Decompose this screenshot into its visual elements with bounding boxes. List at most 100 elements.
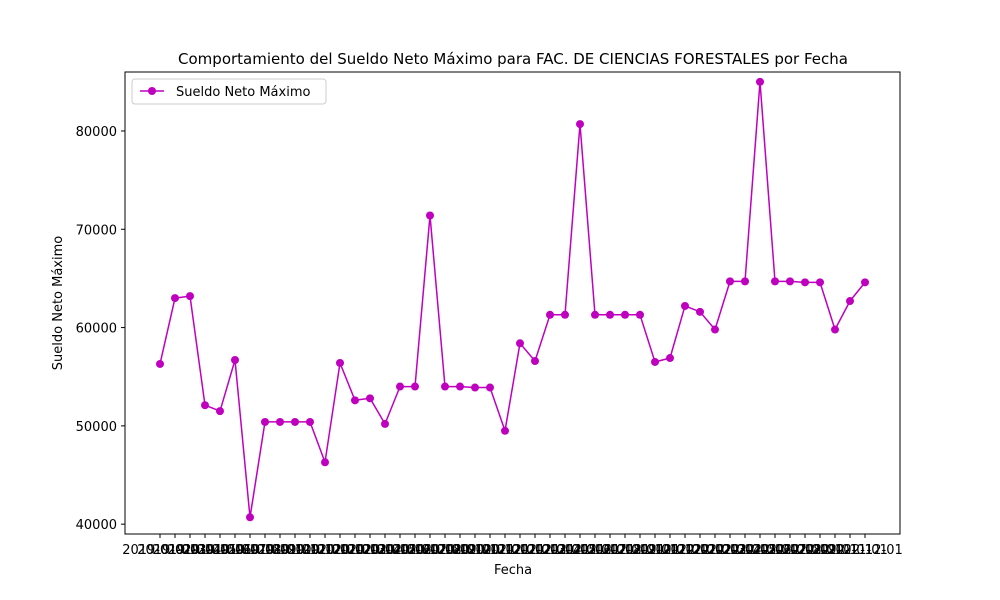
x-tick-label: 2020-11-01 (452, 543, 528, 558)
x-tick-label: 2019-11-01 (272, 543, 348, 558)
x-tick-label: 2022-03-01 (692, 543, 768, 558)
x-tick-label: 2019-04-01 (167, 543, 243, 558)
x-tick-label: 2022-04-01 (707, 543, 783, 558)
x-tick-label: 2021-02-01 (497, 543, 573, 558)
x-tick-label: 2022-06-01 (737, 543, 813, 558)
data-point (291, 417, 299, 426)
data-point (606, 310, 614, 319)
data-point (246, 513, 254, 522)
data-point (621, 310, 629, 319)
x-tick-label: 2019-12-01 (287, 543, 363, 558)
legend-box (131, 78, 327, 105)
y-tick-label: 40000 (76, 518, 117, 533)
data-point (816, 278, 824, 287)
data-point (276, 417, 284, 426)
x-tick-label: 2019-10-01 (257, 543, 333, 558)
data-point (666, 354, 674, 363)
data-point (306, 417, 314, 426)
data-point (171, 294, 179, 303)
data-point (651, 357, 659, 366)
data-point (381, 419, 389, 428)
x-tick-label: 2020-01-01 (302, 543, 378, 558)
data-point (336, 358, 344, 367)
x-tick-label: 2021-01-01 (482, 543, 558, 558)
data-point (786, 277, 794, 286)
x-tick-label: 2019-08-01 (227, 543, 303, 558)
data-point (411, 382, 419, 391)
x-tick-label: 2019-01-01 (122, 543, 198, 558)
x-tick-label: 2021-09-01 (602, 543, 678, 558)
x-tick-label: 2022-11-01 (812, 543, 888, 558)
data-point (396, 382, 404, 391)
x-tick-label: 2020-02-01 (317, 543, 393, 558)
x-tick-label: 2021-06-01 (557, 543, 633, 558)
legend-marker-sample (148, 87, 156, 95)
x-tick-label: 2020-07-01 (392, 543, 468, 558)
data-point (351, 396, 359, 405)
x-tick-label: 2021-07-01 (572, 543, 648, 558)
x-tick-label: 2021-12-01 (647, 543, 723, 558)
x-tick-label: 2022-05-01 (722, 543, 798, 558)
data-point (216, 407, 224, 416)
x-tick-label: 2021-03-01 (512, 543, 588, 558)
data-point (366, 394, 374, 403)
data-point (711, 325, 719, 334)
data-point (801, 278, 809, 287)
x-tick-label: 2021-08-01 (587, 543, 663, 558)
data-point (636, 310, 644, 319)
y-tick-label: 80000 (76, 125, 117, 140)
data-point (696, 307, 704, 316)
x-axis-label: Fecha (494, 563, 532, 578)
data-point (531, 356, 539, 365)
data-point (576, 120, 584, 129)
data-point (261, 417, 269, 426)
x-tick-label: 2022-12-01 (827, 543, 903, 558)
data-point (231, 356, 239, 365)
x-tick-label: 2019-07-01 (212, 543, 288, 558)
y-tick-label: 70000 (76, 223, 117, 238)
y-axis: 40000 50000 60000 70000 80000 (76, 125, 125, 533)
x-tick-label: 2020-09-01 (422, 543, 498, 558)
x-tick-label: 2019-02-01 (137, 543, 213, 558)
plot-area-frame (124, 71, 901, 535)
y-axis-label: Sueldo Neto Máximo (51, 236, 66, 370)
data-point (156, 359, 164, 368)
legend: Sueldo Neto Máximo (131, 78, 327, 105)
data-point (441, 382, 449, 391)
x-tick-label: 2022-09-01 (782, 543, 858, 558)
x-tick-label: 2020-06-01 (377, 543, 453, 558)
data-point (561, 310, 569, 319)
x-tick-label: 2020-03-01 (332, 543, 408, 558)
data-point (726, 277, 734, 286)
data-point (201, 401, 209, 410)
data-point (756, 77, 764, 86)
data-point (771, 277, 779, 286)
x-tick-label: 2020-10-01 (437, 543, 513, 558)
x-tick-label: 2021-05-01 (542, 543, 618, 558)
data-point (591, 310, 599, 319)
data-point (681, 301, 689, 310)
x-axis: 2019-01-012019-02-012019-03-012019-04-01… (122, 534, 903, 558)
data-point (186, 292, 194, 301)
x-tick-label: 2019-06-01 (197, 543, 273, 558)
x-tick-label: 2022-08-01 (767, 543, 843, 558)
legend-entry-label: Sueldo Neto Máximo (176, 85, 310, 100)
x-tick-label: 2022-01-01 (662, 543, 738, 558)
x-tick-label: 2020-08-01 (407, 543, 483, 558)
x-tick-label: 2022-02-01 (677, 543, 753, 558)
data-point (831, 325, 839, 334)
x-tick-label: 2022-07-01 (752, 543, 828, 558)
data-point (516, 339, 524, 348)
data-point (846, 297, 854, 306)
series-layer (156, 77, 869, 522)
x-tick-label: 2019-09-01 (242, 543, 318, 558)
y-tick-label: 50000 (76, 420, 117, 435)
data-point (456, 382, 464, 391)
y-tick-label: 60000 (76, 322, 117, 337)
data-point (546, 310, 554, 319)
x-tick-label: 2020-12-01 (467, 543, 543, 558)
data-point (426, 211, 434, 220)
data-point (861, 278, 869, 287)
x-tick-label: 2022-10-01 (797, 543, 873, 558)
x-tick-label: 2021-10-01 (617, 543, 693, 558)
